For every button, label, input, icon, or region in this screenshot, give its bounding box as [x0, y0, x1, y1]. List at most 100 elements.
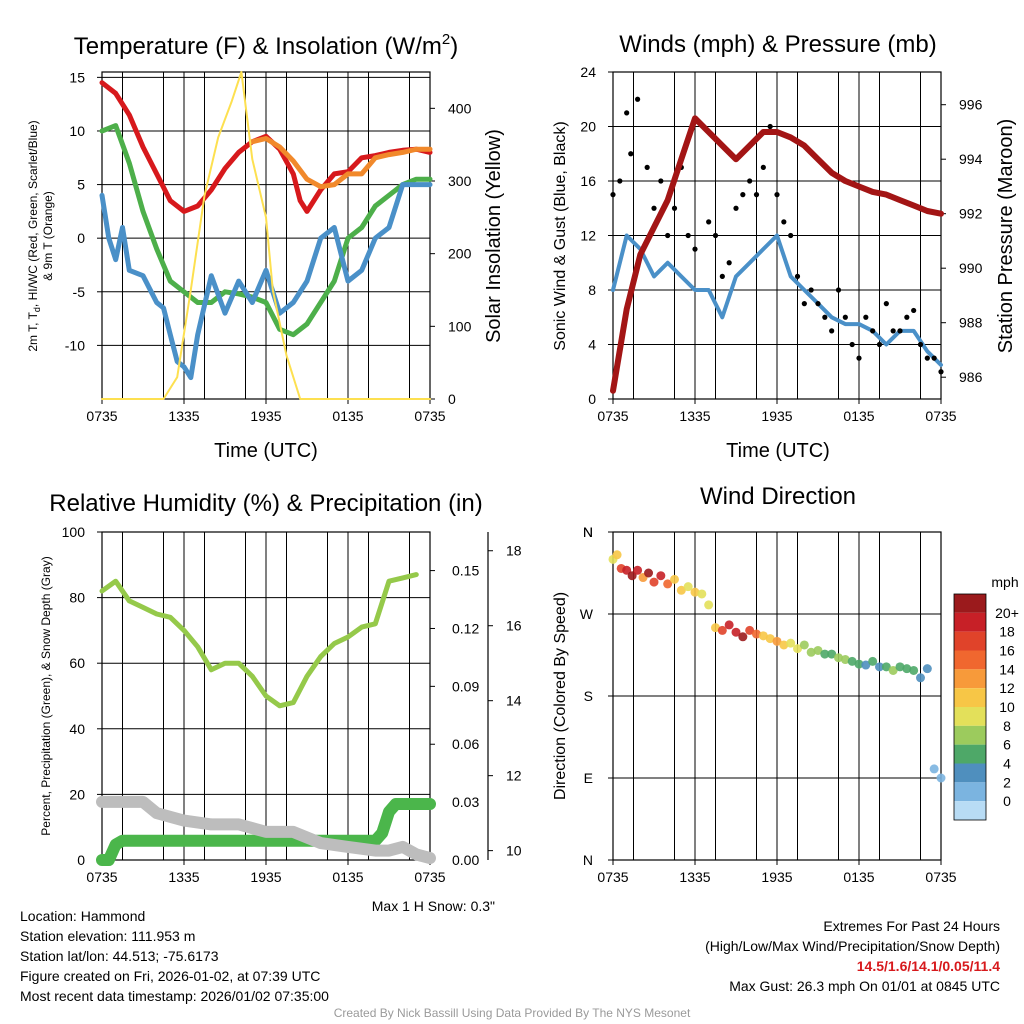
winds-gust-point: [753, 192, 760, 198]
rh-xtick-label: 1935: [250, 869, 281, 885]
wdir-point: [854, 659, 864, 669]
wdir-point: [929, 764, 939, 774]
winds-xtick-label: 1335: [679, 408, 710, 424]
wdir-point: [840, 655, 850, 665]
winds-gust-point: [842, 314, 848, 320]
winds-y2tick-label: 994: [959, 151, 983, 167]
wdir-point: [738, 632, 748, 642]
figure-created: Figure created on Fri, 2026-01-02, at 07…: [20, 968, 321, 984]
wdir-point: [704, 600, 714, 610]
winds-gust-point: [835, 287, 842, 293]
winds-series-sonic-wind: [611, 233, 943, 367]
rh-xtick-label: 0735: [414, 869, 445, 885]
winds-gust-point: [712, 232, 719, 239]
winds-gust-point: [733, 205, 739, 211]
temp-ytick-label: 10: [69, 123, 85, 139]
temp-y2tick-label: 400: [448, 100, 472, 116]
winds-y2tick-label: 990: [959, 260, 983, 276]
wdir-point: [627, 571, 637, 581]
colorbar-tick-label: 0: [1003, 793, 1011, 809]
winds-gust-point: [849, 341, 855, 348]
wdir-point: [731, 627, 741, 637]
colorbar-segment: [954, 594, 986, 613]
wdir-ytick-label: N: [583, 524, 593, 540]
winds-ytick-label: 20: [580, 119, 596, 135]
wdir-point: [772, 636, 782, 646]
wdir-point: [765, 634, 775, 644]
wdir-ytick-label-top: N: [583, 524, 593, 540]
wdir-point: [622, 565, 632, 575]
wdir-point: [936, 773, 946, 783]
station-location: Location: Hammond: [20, 908, 146, 924]
wdir-xtick-label: 0135: [843, 869, 874, 885]
wdir-point: [922, 664, 932, 674]
colorbar-segment: [954, 763, 986, 783]
colorbar-tick-label: 10: [999, 699, 1015, 715]
winds-gust-point: [938, 369, 944, 375]
winds-gust-point: [876, 341, 883, 348]
winds-gust-point: [740, 192, 746, 198]
winds-gust-point: [610, 192, 616, 198]
wdir-point: [697, 589, 707, 599]
colorbar-segment: [954, 612, 986, 632]
wdir-ytick-label: W: [580, 606, 594, 622]
colorbar-segment: [954, 801, 986, 820]
colorbar-tick-label: 2: [1003, 774, 1011, 790]
temp-ytick-label: 15: [69, 69, 85, 85]
winds-gust-point: [644, 164, 650, 170]
rh-xtick-label: 1335: [168, 869, 199, 885]
rh-title: Relative Humidity (%) & Precipitation (i…: [49, 490, 482, 517]
winds-gust-point: [624, 110, 630, 116]
rh-y3tick-label: 10: [506, 843, 522, 859]
colorbar-segment: [954, 725, 986, 745]
wdir-xtick-label: 1335: [679, 869, 710, 885]
winds-ytick-label: 8: [588, 282, 596, 298]
temp-xtick-label: 1335: [168, 408, 199, 424]
rh-ytick-label: 20: [69, 786, 85, 802]
rh-ytick-label: 0: [77, 852, 85, 868]
wdir-ytick-label: N: [583, 852, 593, 868]
wdir-point: [847, 656, 857, 666]
rh-series-precipitation: [96, 798, 436, 866]
wdir-point: [820, 649, 830, 659]
winds-gust-point: [658, 178, 664, 184]
temp-ytick-label: -10: [65, 337, 85, 353]
rh-ylabel: Percent, Precipitation (Green), & Snow D…: [39, 556, 53, 835]
wdir-point: [813, 645, 823, 655]
wdir-point: [711, 623, 720, 633]
colorbar-segment: [954, 669, 986, 689]
temp-xtick-label: 0135: [332, 408, 363, 424]
wdir-point: [827, 649, 837, 659]
winds-gust-point: [665, 232, 671, 239]
rh-y2tick-label: 0.09: [452, 678, 479, 694]
temp-xtick-label: 1935: [250, 408, 281, 424]
rh-footnote: Max 1 H Snow: 0.3": [372, 898, 495, 914]
winds-gust-point: [719, 273, 725, 279]
winds-gust-point: [760, 164, 766, 170]
temp-ytick-label: 5: [77, 177, 85, 193]
rh-ytick-label: 80: [69, 590, 85, 606]
wdir-point: [690, 587, 700, 597]
temp-xlabel: Time (UTC): [214, 440, 318, 462]
rh-y3tick-label: 18: [506, 543, 522, 559]
wdir-point: [649, 577, 659, 587]
wdir-point: [861, 660, 871, 670]
winds-gust-point: [856, 355, 862, 361]
winds-gust-point: [883, 301, 889, 307]
wdir-point: [834, 653, 843, 663]
winds-xtick-label: 1935: [761, 408, 792, 424]
winds-gust-point: [890, 328, 896, 334]
winds-gust-point: [863, 314, 869, 320]
temp-ytick-label: 0: [77, 230, 85, 246]
colorbar-border: [953, 593, 987, 821]
winds-y2tick-label: 996: [959, 97, 983, 113]
colorbar-segment: [954, 782, 986, 802]
rh-series-snow-depth: [96, 795, 436, 865]
winds-gust-point: [808, 287, 814, 293]
winds-gust-point: [781, 219, 787, 225]
extremes-title: Extremes For Past 24 Hours: [823, 918, 1000, 934]
wdir-point: [670, 574, 679, 584]
winds-gust-point: [911, 307, 917, 314]
colorbar-tick-label: 18: [999, 624, 1015, 640]
